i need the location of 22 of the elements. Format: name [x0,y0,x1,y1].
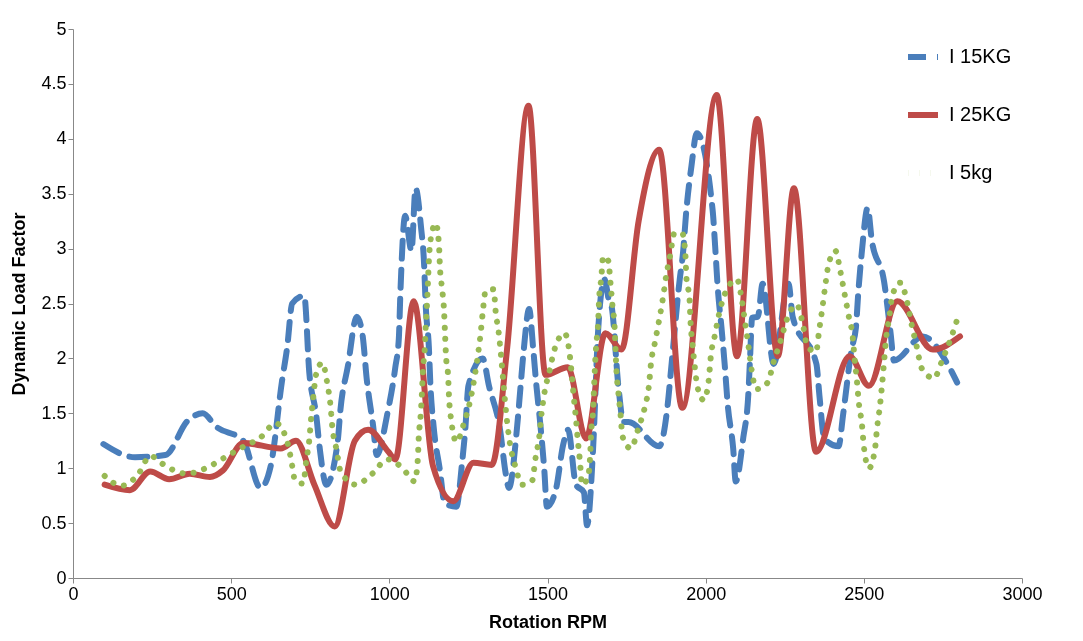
y-tick-label: 1.5 [41,402,67,423]
x-tick-label: 500 [216,583,247,604]
x-tick-label: 1000 [369,583,410,604]
y-tick-label: 3 [56,238,67,259]
x-tick-label: 3000 [1002,583,1043,604]
legend-label: I 15KG [949,45,1012,67]
legend-label: I 25KG [949,103,1012,125]
y-tick-label: 2.5 [41,293,67,313]
y-tick-label: 4.5 [41,73,67,94]
legend-label: I 5kg [949,161,993,183]
x-tick-label: 2000 [686,583,727,604]
y-tick-label: 1 [56,457,67,478]
y-tick-label: 4 [56,128,67,149]
x-axis-title: Rotation RPM [489,611,607,632]
x-tick-label: 2500 [844,583,885,604]
x-tick-label: 1500 [527,583,569,604]
y-tick-label: 2 [56,347,67,368]
y-tick-label: 5 [56,18,67,39]
y-axis-title: Dynamic Load Factor [9,212,30,396]
y-tick-label: 0.5 [41,512,67,533]
y-tick-label: 3.5 [41,183,67,204]
y-tick-label: 0 [56,567,67,588]
